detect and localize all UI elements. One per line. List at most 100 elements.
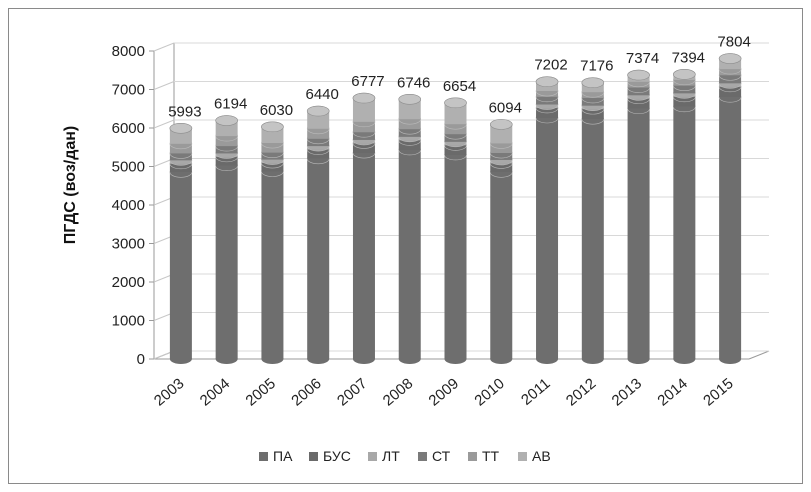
bar-2012 <box>581 77 605 364</box>
bar-base <box>215 354 238 364</box>
bar-segment-АВ <box>352 98 375 122</box>
wall-tick-line <box>153 81 175 90</box>
y-tick-label: 1000 <box>112 313 145 330</box>
bar-2004 <box>215 115 238 364</box>
bar-segment-ПА <box>352 153 375 359</box>
bar-segment-ПА <box>581 119 604 360</box>
legend-label: ПА <box>273 448 293 464</box>
bar-segment-ПА <box>627 108 650 359</box>
data-label-2005: 6030 <box>260 102 293 119</box>
bar-base <box>352 354 375 364</box>
data-label-2007: 6777 <box>351 73 384 90</box>
bar-cap <box>718 53 742 64</box>
wall-tick-line <box>153 42 175 52</box>
legend-label: БУС <box>323 448 351 464</box>
chart-axes: 0 1000 2000 3000 4000 5000 6000 7000 8000 2003 200… <box>112 42 770 410</box>
y-tick-label: 6000 <box>112 120 145 137</box>
data-label-2015: 7804 <box>717 34 750 51</box>
bar-base <box>261 354 284 364</box>
data-label-2013: 7374 <box>626 50 659 67</box>
x-tick-label: 2005 <box>243 375 279 409</box>
x-tick-label: 2011 <box>518 375 554 409</box>
bar-2007 <box>352 92 376 364</box>
bar-base <box>673 354 696 364</box>
data-label-2004: 6194 <box>214 96 247 113</box>
data-label-2014: 7394 <box>672 49 705 66</box>
bar-2005 <box>261 121 284 364</box>
bar-2006 <box>306 105 330 364</box>
bar-cap <box>306 105 330 117</box>
bar-cap <box>352 92 376 104</box>
bar-base <box>169 354 192 364</box>
bar-cap <box>581 77 605 89</box>
bar-cap <box>169 122 193 134</box>
bar-segment-АВ <box>444 102 467 125</box>
bar-cap <box>398 93 422 105</box>
bar-2009 <box>444 97 467 364</box>
wall-tick-line <box>153 119 175 129</box>
bar-2010 <box>489 119 513 364</box>
bar-segment-ПА <box>673 106 696 359</box>
x-tick-label: 2010 <box>471 375 507 409</box>
legend-swatch <box>368 452 377 461</box>
bar-2008 <box>398 93 422 364</box>
chart-frame: 0 1000 2000 3000 4000 5000 6000 7000 8000 2003 200… <box>8 8 803 484</box>
bar-2003 <box>169 122 193 364</box>
bar-2014 <box>673 69 696 364</box>
legend-swatch <box>468 452 477 461</box>
x-tick-label: 2014 <box>654 375 690 409</box>
data-label-2006: 6440 <box>306 86 339 103</box>
data-label-2008: 6746 <box>397 74 430 91</box>
bar-segment-ПА <box>444 154 467 359</box>
x-tick-label: 2015 <box>700 375 736 409</box>
x-tick-label: 2008 <box>380 375 416 409</box>
legend-item-АВ: АВ <box>518 448 551 464</box>
y-tick-label: 8000 <box>112 43 145 60</box>
bar-cap <box>444 97 467 109</box>
x-tick-label: 2003 <box>151 375 187 409</box>
data-label-2010: 6094 <box>489 99 522 116</box>
chart-data-labels: 5993 6194 6030 6440 6777 6746 6654 6094 7202 7176… <box>168 34 751 121</box>
legend-item-ПА: ПА <box>259 448 293 464</box>
data-label-2009: 6654 <box>443 78 476 95</box>
bar-base <box>581 354 604 364</box>
bar-cap <box>489 119 513 130</box>
bar-base <box>536 354 559 364</box>
bar-cap <box>673 69 696 80</box>
legend-swatch <box>418 452 427 461</box>
bar-cap <box>261 121 284 133</box>
bar-base <box>307 354 330 364</box>
legend-swatch <box>309 452 318 461</box>
y-tick-label: 7000 <box>112 82 145 99</box>
legend-label: СТ <box>432 448 451 464</box>
x-tick-label: 2006 <box>288 375 324 409</box>
legend-item-ТТ: ТТ <box>468 448 500 464</box>
bar-cap <box>627 69 650 81</box>
y-tick-label: 4000 <box>112 197 145 214</box>
bar-base <box>444 354 467 364</box>
x-tick-label: 2009 <box>426 375 462 409</box>
bar-base <box>719 354 742 364</box>
floor-right-edge <box>748 350 770 360</box>
bar-base <box>490 354 513 364</box>
x-tick-label: 2013 <box>609 375 645 409</box>
y-tick-label: 2000 <box>112 274 145 291</box>
chart-legend: ПА БУС ЛТ СТ ТТ АВ <box>259 448 551 464</box>
chart-bars <box>169 53 742 364</box>
legend-item-СТ: СТ <box>418 448 451 464</box>
bar-2013 <box>627 69 650 364</box>
legend-item-БУС: БУС <box>309 448 351 464</box>
x-tick-label: 2007 <box>334 375 370 409</box>
bar-2015 <box>718 53 742 364</box>
bar-segment-ПА <box>169 172 192 359</box>
bar-segment-ПА <box>261 171 284 359</box>
y-tick-label: 0 <box>137 351 145 368</box>
legend-item-ЛТ: ЛТ <box>368 448 400 464</box>
data-label-2012: 7176 <box>580 58 613 75</box>
legend-swatch <box>259 452 268 461</box>
bar-segment-ПА <box>307 158 330 359</box>
x-tick-label: 2012 <box>563 375 599 409</box>
data-label-2003: 5993 <box>168 103 201 120</box>
bar-segment-АВ <box>490 124 513 144</box>
bar-segment-ПА <box>215 165 238 359</box>
